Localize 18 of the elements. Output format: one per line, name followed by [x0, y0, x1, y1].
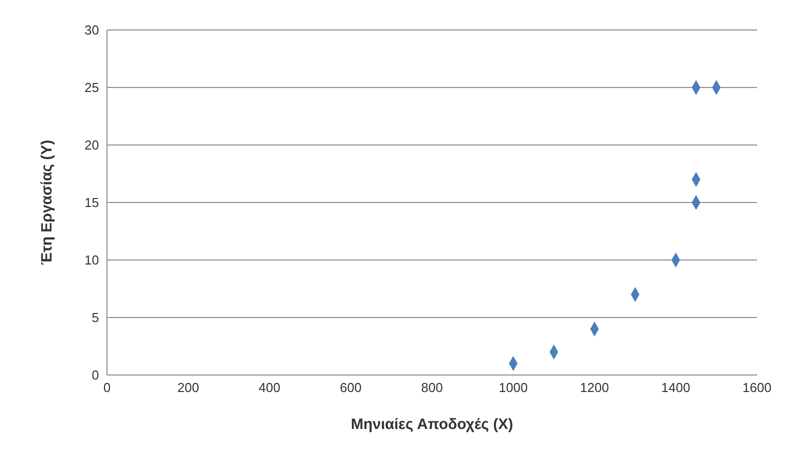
y-tick-label: 30: [84, 22, 99, 38]
x-tick-label: 600: [340, 380, 362, 396]
x-tick-label: 200: [177, 380, 200, 396]
x-tick-label: 1400: [661, 380, 690, 396]
y-tick-label: 15: [84, 195, 99, 210]
y-axis-title: Έτη Εργασίας (Υ): [38, 140, 56, 266]
y-tick-label: 0: [92, 368, 99, 383]
x-tick-label: 400: [258, 380, 280, 396]
y-tick-label: 20: [84, 138, 99, 153]
x-tick-label: 1600: [742, 380, 772, 396]
x-tick-label: 1000: [498, 380, 528, 396]
y-tick-label: 5: [92, 310, 99, 326]
x-tick-label: 800: [421, 380, 443, 396]
y-tick-label: 10: [84, 252, 99, 268]
x-axis-title: Μηνιαίες Αποδοχές (X): [350, 416, 514, 433]
x-tick-label: 1200: [580, 380, 609, 396]
x-tick-label: 0: [103, 380, 111, 396]
y-tick-label: 25: [84, 80, 99, 96]
